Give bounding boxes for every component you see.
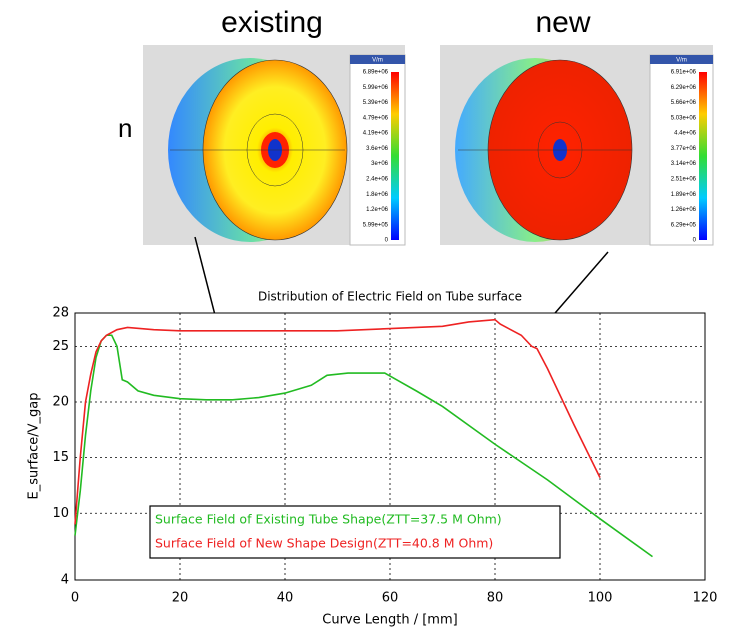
x-tick-label: 120 xyxy=(693,591,718,606)
y-tick-label: 15 xyxy=(52,450,69,465)
x-axis-label: Curve Length / [mm] xyxy=(322,613,457,628)
slide: n existing new Distribution of Electric … xyxy=(0,0,729,631)
colorbar-label: 5.66e+06 xyxy=(671,100,697,106)
legend-entry: Surface Field of Existing Tube Shape(ZTT… xyxy=(155,512,502,527)
colorbar-unit: V/m xyxy=(676,58,687,64)
chart-title: Distribution of Electric Field on Tube s… xyxy=(258,290,522,304)
colorbar-label: 1.89e+06 xyxy=(671,192,697,198)
x-tick-label: 20 xyxy=(172,591,189,606)
colorbar-label: 5.03e+06 xyxy=(671,115,697,121)
colorbar-label: 3e+06 xyxy=(371,161,389,167)
colorbar-label: 6.29e+06 xyxy=(671,85,697,91)
colorbar-unit: V/m xyxy=(372,58,383,64)
colorbar-label: 2.51e+06 xyxy=(671,176,697,182)
y-tick-label: 4 xyxy=(61,573,69,588)
x-tick-label: 100 xyxy=(588,591,613,606)
x-tick-label: 40 xyxy=(277,591,294,606)
colorbar-label: 6.89e+06 xyxy=(363,70,389,76)
colorbar-label: 6.91e+06 xyxy=(671,70,697,76)
render-label: existing xyxy=(221,6,323,39)
colorbar xyxy=(391,72,399,240)
y-tick-label: 28 xyxy=(52,306,69,321)
y-axis-label: E_surface/V_gap xyxy=(27,392,42,499)
colorbar-label: 5.99e+05 xyxy=(363,222,389,228)
colorbar-label: 6.29e+05 xyxy=(671,222,697,228)
y-tick-label: 25 xyxy=(52,339,69,354)
colorbar-label: 4.79e+06 xyxy=(363,115,389,121)
colorbar xyxy=(699,72,707,240)
y-tick-label: 10 xyxy=(52,506,69,521)
colorbar-label: 2.4e+06 xyxy=(366,176,389,182)
colorbar-label: 4.19e+06 xyxy=(363,131,389,137)
colorbar-label: 3.77e+06 xyxy=(671,146,697,152)
colorbar-label: 3.6e+06 xyxy=(366,146,389,152)
colorbar-label: 3.14e+06 xyxy=(671,161,697,167)
colorbar-label: 1.26e+06 xyxy=(671,207,697,213)
x-tick-label: 60 xyxy=(382,591,399,606)
colorbar-label: 5.99e+06 xyxy=(363,85,389,91)
x-tick-label: 80 xyxy=(487,591,504,606)
side-fragment: n xyxy=(118,113,132,143)
x-tick-label: 0 xyxy=(71,591,79,606)
y-tick-label: 20 xyxy=(52,395,69,410)
colorbar-label: 5.39e+06 xyxy=(363,100,389,106)
colorbar-label: 4.4e+06 xyxy=(674,131,697,137)
colorbar-label: 1.8e+06 xyxy=(366,192,389,198)
legend-entry: Surface Field of New Shape Design(ZTT=40… xyxy=(155,536,493,551)
colorbar-label: 1.2e+06 xyxy=(366,207,389,213)
render-label: new xyxy=(535,6,590,39)
